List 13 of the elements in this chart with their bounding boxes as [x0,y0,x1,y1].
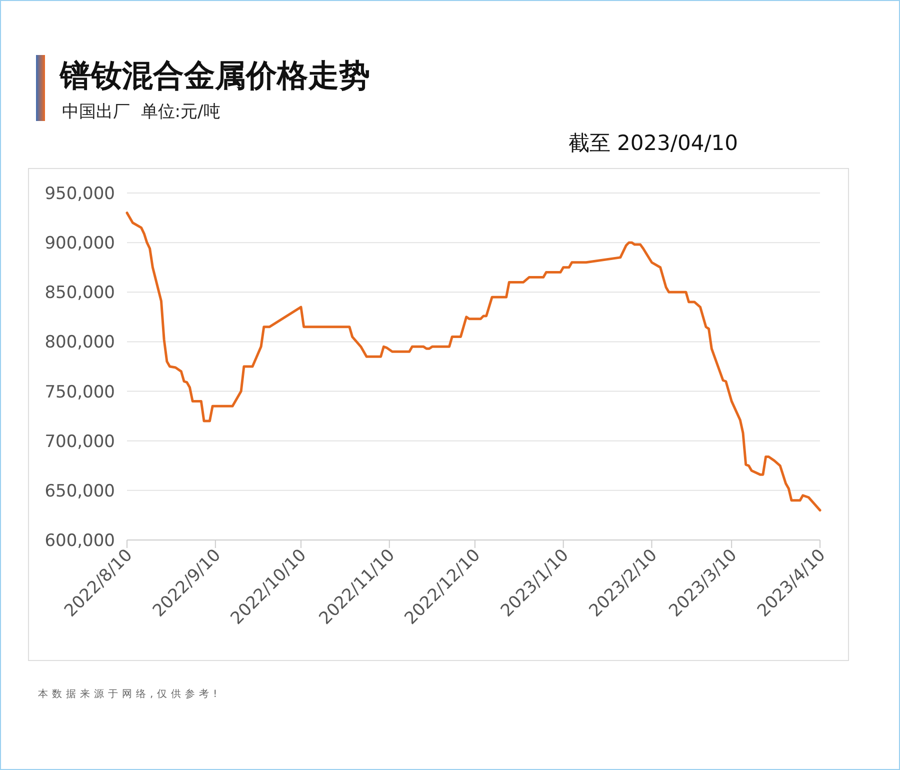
y-tick-label: 800,000 [44,332,115,353]
y-tick-label: 600,000 [44,531,115,551]
y-tick-label: 950,000 [44,184,115,204]
text: 截至 2023/04/10 [568,131,738,155]
text: 本数据来源于网络,仅供参考! [38,688,222,700]
line-series [126,212,822,512]
y-tick-label: 650,000 [44,481,115,502]
y-tick-label: 700,000 [44,432,115,452]
chart-subtitle: 中国出厂 单位:元/吨 [62,102,220,122]
chart-title: 镨钕混合金属价格走势 [59,58,370,94]
y-tick-label: 850,000 [44,283,115,304]
y-tick-label: 750,000 [44,382,115,402]
y-tick-label: 900,000 [44,234,115,254]
